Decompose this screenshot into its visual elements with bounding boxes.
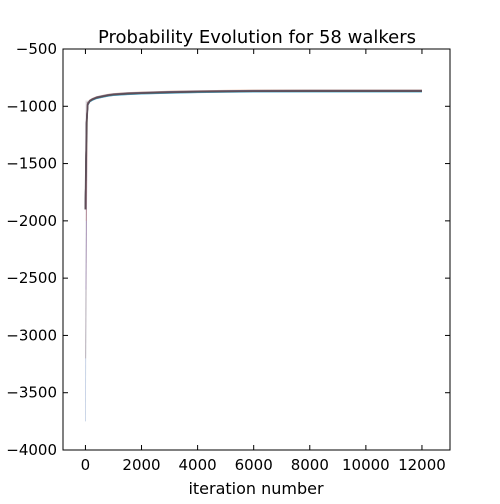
y-tick-label: −2500 <box>6 269 57 287</box>
x-tick-label: 0 <box>81 456 91 474</box>
plot-area <box>85 90 422 421</box>
x-axis-label: iteration number <box>188 479 324 498</box>
walker-trace <box>85 92 422 210</box>
walker-trace <box>85 90 422 209</box>
x-tick-label: 6000 <box>235 456 273 474</box>
walker-trace <box>85 91 422 209</box>
walker-trace <box>85 90 422 209</box>
walker-trace <box>85 91 422 210</box>
y-tick-label: −3000 <box>6 326 57 344</box>
y-tick-label: −500 <box>16 40 57 58</box>
y-tick-label: −4000 <box>6 441 57 459</box>
plot-frame <box>63 49 450 450</box>
x-tick-label: 12000 <box>398 456 446 474</box>
y-tick-label: −2000 <box>6 212 57 230</box>
chart-title: Probability Evolution for 58 walkers <box>98 27 416 48</box>
y-tick-label: −3500 <box>6 384 57 402</box>
walker-ensemble-line <box>85 91 422 209</box>
x-tick-label: 10000 <box>342 456 390 474</box>
x-tick-label: 2000 <box>122 456 160 474</box>
axis-ticks: 0 2000 4000 6000 8000 10000 12000 −500 −1000 −150… <box>6 40 450 474</box>
walker-trace <box>85 91 422 209</box>
x-tick-label: 8000 <box>291 456 329 474</box>
y-tick-label: −1000 <box>6 97 57 115</box>
y-tick-label: −1500 <box>6 155 57 173</box>
walker-trace <box>85 91 422 210</box>
x-tick-label: 4000 <box>179 456 217 474</box>
walker-trace <box>85 92 422 210</box>
walker-trace <box>85 91 422 209</box>
